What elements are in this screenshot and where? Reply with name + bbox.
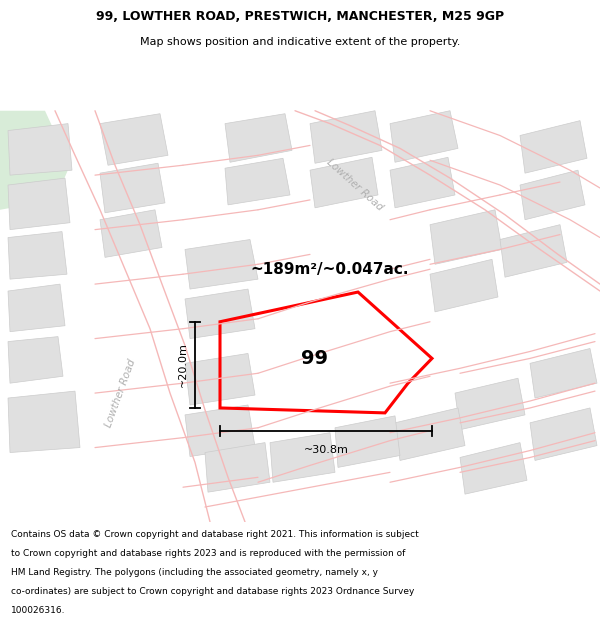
Polygon shape (310, 111, 382, 163)
Polygon shape (460, 442, 527, 494)
Polygon shape (185, 239, 258, 289)
Polygon shape (430, 210, 502, 264)
Polygon shape (270, 432, 335, 482)
Polygon shape (390, 158, 455, 208)
Text: ~30.8m: ~30.8m (304, 444, 349, 454)
Polygon shape (100, 114, 168, 165)
Polygon shape (8, 178, 70, 229)
Text: Contains OS data © Crown copyright and database right 2021. This information is : Contains OS data © Crown copyright and d… (11, 530, 419, 539)
Polygon shape (520, 121, 587, 173)
Polygon shape (100, 210, 162, 258)
Polygon shape (310, 158, 378, 208)
Text: ~189m²/~0.047ac.: ~189m²/~0.047ac. (251, 262, 409, 277)
Polygon shape (100, 163, 165, 212)
Polygon shape (500, 224, 567, 277)
Polygon shape (225, 114, 292, 162)
Text: Lowther Road: Lowther Road (103, 357, 137, 429)
Polygon shape (520, 170, 585, 220)
Text: 99, LOWTHER ROAD, PRESTWICH, MANCHESTER, M25 9GP: 99, LOWTHER ROAD, PRESTWICH, MANCHESTER,… (96, 11, 504, 23)
Polygon shape (185, 354, 255, 405)
Polygon shape (225, 158, 290, 205)
Polygon shape (335, 416, 400, 468)
Polygon shape (395, 408, 465, 461)
Text: 99: 99 (302, 349, 329, 368)
Text: Lowther Road: Lowther Road (325, 158, 385, 212)
Polygon shape (0, 111, 70, 210)
Polygon shape (455, 378, 525, 430)
Polygon shape (390, 111, 458, 162)
Text: HM Land Registry. The polygons (including the associated geometry, namely x, y: HM Land Registry. The polygons (includin… (11, 568, 378, 578)
Polygon shape (530, 408, 597, 461)
Text: Map shows position and indicative extent of the property.: Map shows position and indicative extent… (140, 38, 460, 47)
Text: to Crown copyright and database rights 2023 and is reproduced with the permissio: to Crown copyright and database rights 2… (11, 549, 405, 558)
Polygon shape (8, 232, 67, 279)
Polygon shape (430, 259, 498, 312)
Polygon shape (8, 337, 63, 383)
Polygon shape (530, 349, 597, 398)
Polygon shape (205, 442, 270, 492)
Polygon shape (8, 124, 72, 175)
Polygon shape (185, 289, 255, 339)
Polygon shape (8, 391, 80, 452)
Text: ~20.0m: ~20.0m (178, 342, 188, 388)
Polygon shape (8, 284, 65, 332)
Polygon shape (185, 405, 255, 456)
Text: 100026316.: 100026316. (11, 606, 65, 616)
Text: co-ordinates) are subject to Crown copyright and database rights 2023 Ordnance S: co-ordinates) are subject to Crown copyr… (11, 588, 414, 596)
